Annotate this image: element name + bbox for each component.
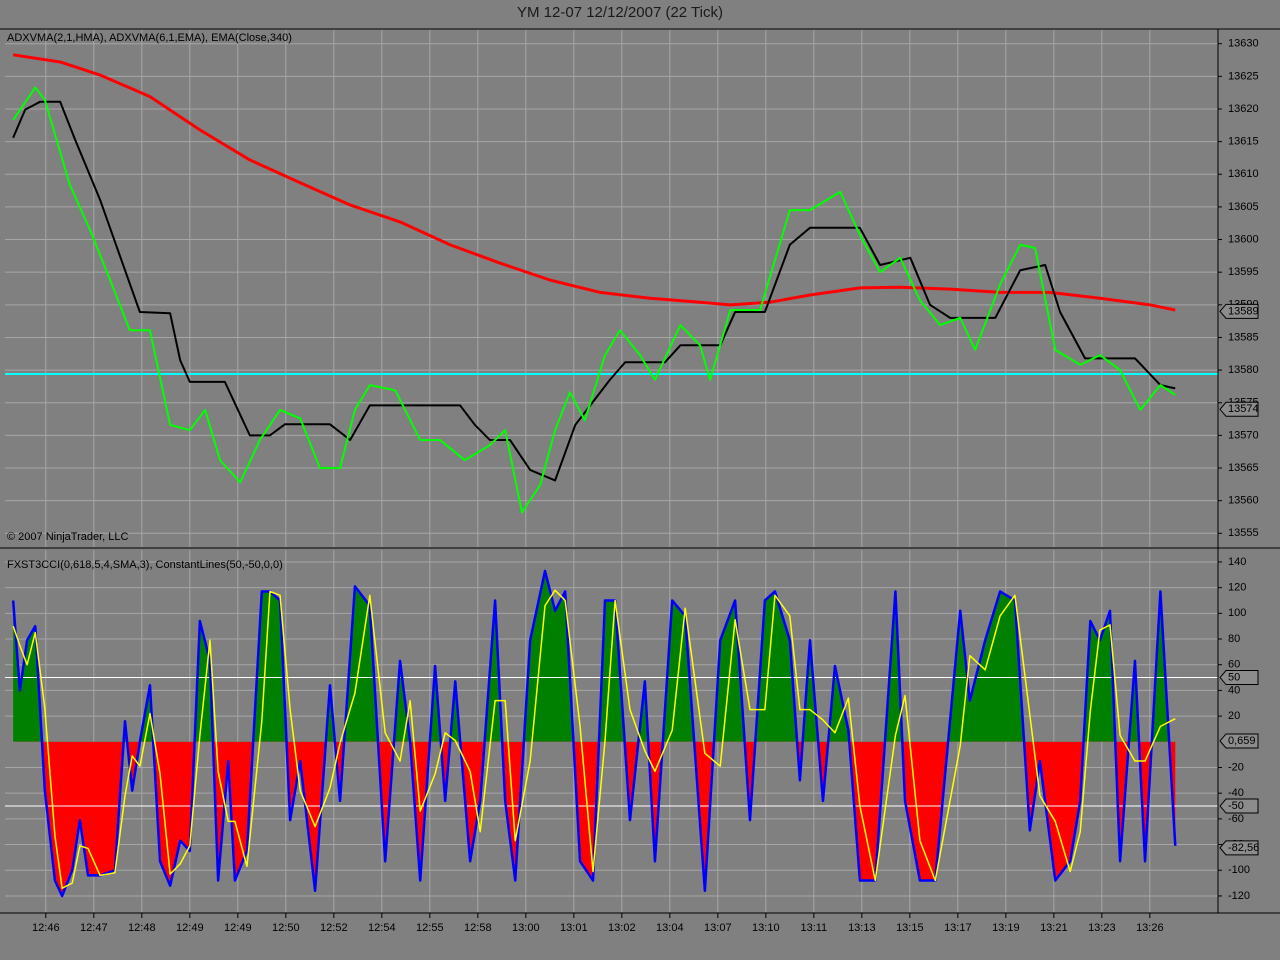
x-tick-label: 12:54 (368, 922, 396, 934)
x-tick-label: 13:00 (512, 922, 540, 934)
area-negative (13, 741, 1176, 896)
x-tick-label: 13:19 (992, 922, 1020, 934)
x-tick-label: 12:49 (224, 922, 252, 934)
copyright: © 2007 NinjaTrader, LLC (7, 531, 128, 543)
y-tick-label: 13630 (1228, 38, 1259, 50)
y-tick-label: 140 (1228, 556, 1246, 568)
x-tick-label: 12:58 (464, 922, 492, 934)
value-marker (1219, 401, 1259, 417)
y-tick-label: 13610 (1228, 168, 1259, 180)
y-tick-label: 13570 (1228, 429, 1259, 441)
y-tick-label: 13595 (1228, 266, 1259, 278)
y-tick-label: 100 (1228, 607, 1246, 619)
y-tick-label: -20 (1228, 761, 1244, 773)
y-tick-label: 13600 (1228, 233, 1259, 245)
y-tick-label: 20 (1228, 710, 1240, 722)
value-marker (1219, 798, 1259, 814)
y-tick-label: 13565 (1228, 462, 1259, 474)
x-tick-label: 13:10 (752, 922, 780, 934)
x-tick-label: 13:02 (608, 922, 636, 934)
value-marker (1219, 840, 1259, 856)
x-tick-label: 12:46 (32, 922, 60, 934)
x-tick-label: 12:52 (320, 922, 348, 934)
value-marker (1219, 303, 1259, 319)
y-tick-label: 13625 (1228, 70, 1259, 82)
line (12, 86, 1176, 514)
line (11, 569, 1177, 898)
y-tick-label: -100 (1228, 864, 1250, 876)
y-tick-label: -40 (1228, 787, 1244, 799)
indicator-label: FXST3CCI(0,618,5,4,SMA,3), ConstantLines… (7, 559, 283, 571)
y-tick-label: 13615 (1228, 136, 1259, 148)
x-tick-label: 12:50 (272, 922, 300, 934)
y-tick-label: 40 (1228, 684, 1240, 696)
x-tick-label: 13:17 (944, 922, 972, 934)
x-tick-label: 13:13 (848, 922, 876, 934)
x-tick-label: 13:23 (1088, 922, 1116, 934)
x-tick-label: 12:48 (128, 922, 156, 934)
y-tick-label: -60 (1228, 813, 1244, 825)
value-marker-label: -82,56 (1228, 842, 1259, 854)
value-marker-label: 13589 (1228, 305, 1259, 317)
value-marker-label: 50 (1228, 671, 1240, 683)
x-tick-label: 13:26 (1136, 922, 1164, 934)
x-tick-label: 13:11 (800, 922, 827, 934)
y-tick-label: 13555 (1228, 527, 1259, 539)
line (12, 589, 1176, 889)
y-tick-label: 13580 (1228, 364, 1259, 376)
value-marker-label: -50 (1228, 800, 1244, 812)
x-tick-label: 13:07 (704, 922, 732, 934)
x-tick-label: 12:49 (176, 922, 204, 934)
chart-title: YM 12-07 12/12/2007 (22 Tick) (517, 4, 723, 21)
x-tick-label: 13:01 (560, 922, 588, 934)
x-tick-label: 13:15 (896, 922, 924, 934)
x-tick-label: 12:55 (416, 922, 444, 934)
y-tick-label: 13620 (1228, 103, 1259, 115)
y-tick-label: 13585 (1228, 331, 1259, 343)
y-tick-label: 13560 (1228, 495, 1259, 507)
y-tick-label: -120 (1228, 890, 1250, 902)
line (12, 53, 1176, 312)
y-tick-label: 13605 (1228, 201, 1259, 213)
value-marker-label: 13574 (1228, 403, 1259, 415)
x-tick-label: 13:21 (1040, 922, 1068, 934)
value-marker (1219, 670, 1259, 686)
y-tick-label: 120 (1228, 582, 1246, 594)
indicator-label: ADXVMA(2,1,HMA), ADXVMA(6,1,EMA), EMA(Cl… (7, 32, 292, 44)
y-tick-label: 80 (1228, 633, 1240, 645)
value-marker (1219, 733, 1259, 749)
x-tick-label: 13:04 (656, 922, 684, 934)
x-tick-label: 12:47 (80, 922, 108, 934)
value-marker-label: 0,659 (1228, 735, 1256, 747)
y-tick-label: 60 (1228, 659, 1240, 671)
